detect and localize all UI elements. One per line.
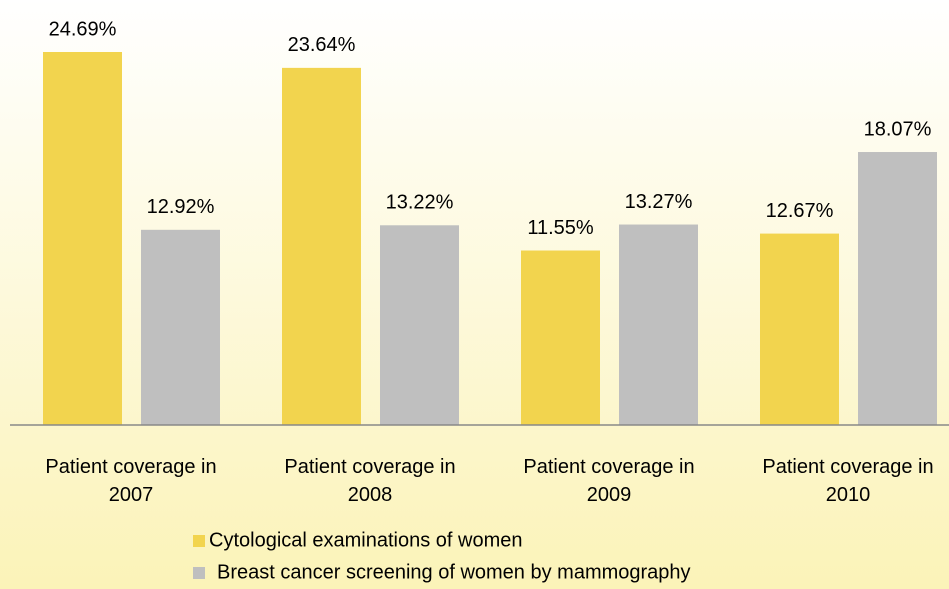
x-tick-label: Patient coverage in 2010 (762, 456, 933, 506)
bar (282, 67, 361, 426)
data-label: 23.64% (288, 34, 356, 56)
bar (43, 52, 122, 426)
x-tick-label: Patient coverage in 2009 (523, 456, 694, 506)
bar (858, 152, 937, 426)
data-label: 24.69% (49, 18, 117, 40)
bar (141, 229, 220, 425)
data-label: 18.07% (864, 118, 932, 140)
data-label: 12.92% (147, 196, 215, 218)
data-label: 13.22% (386, 192, 454, 214)
x-tick-label: Patient coverage in 2007 (45, 456, 216, 506)
data-label: 11.55% (527, 217, 594, 239)
legend-swatch (193, 535, 205, 547)
bar (521, 250, 600, 425)
bar (380, 225, 459, 425)
bar (760, 233, 839, 425)
legend-label: Cytological examinations of women (209, 529, 523, 551)
data-label: 13.27% (625, 191, 693, 213)
legend-swatch (193, 567, 205, 579)
data-label: 12.67% (766, 200, 834, 222)
x-tick-label: Patient coverage in 2008 (284, 456, 455, 506)
bar (619, 224, 698, 425)
legend-label: Breast cancer screening of women by mamm… (217, 561, 691, 583)
